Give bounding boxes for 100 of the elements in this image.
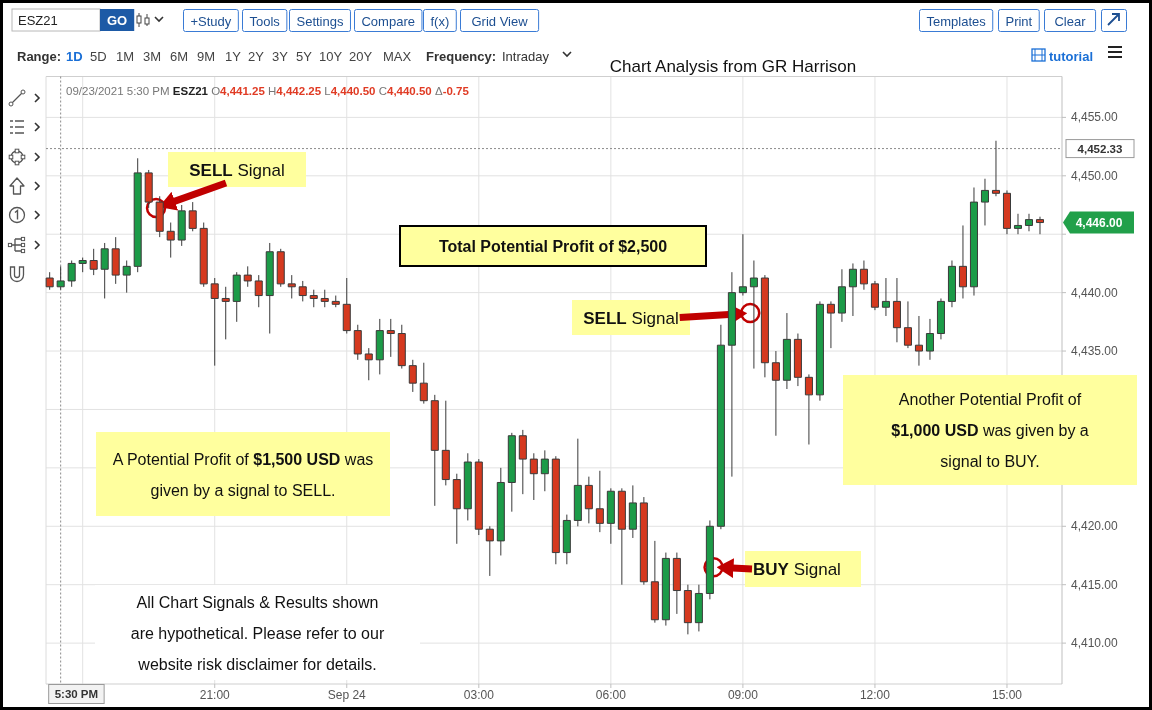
- candlestick: [540, 449, 549, 492]
- candlestick: [507, 432, 516, 513]
- button: Clear: [1044, 9, 1097, 32]
- candlestick: [331, 295, 340, 308]
- candlestick: [936, 297, 945, 340]
- candlestick: [793, 333, 802, 387]
- candlestick: [441, 400, 450, 486]
- button: Compare: [354, 9, 423, 32]
- text: 1Y: [225, 48, 242, 64]
- candlestick: [496, 467, 505, 556]
- candlestick: [485, 525, 494, 577]
- candlestick: [727, 271, 736, 478]
- candlestick: [760, 274, 769, 378]
- candlestick: [782, 312, 791, 390]
- candlestick: [518, 429, 527, 495]
- ref-line-label: 5:30 PM: [54, 688, 99, 700]
- text: A Potential Profit of $1,500 USD was given by a signal to SELL.: [112, 450, 374, 498]
- candlestick: [837, 268, 846, 323]
- candlestick: [826, 300, 835, 349]
- candlestick: [815, 300, 824, 402]
- candlestick: [265, 242, 274, 335]
- y-tick-label: 4,410.00: [1071, 636, 1119, 651]
- candlestick: [628, 484, 637, 539]
- candlestick: [430, 394, 439, 507]
- candlestick: [595, 470, 604, 533]
- candlestick: [529, 452, 538, 501]
- text: 09/23/2021 5:30 PM ESZ21 O4,441.25 H4,442.25 L4,440.50 C4,440.50 Δ-0.75: [66, 85, 469, 97]
- x-tick-label: 15:00: [991, 688, 1023, 702]
- candlestick: [287, 274, 296, 299]
- candlestick: [408, 359, 417, 393]
- y-tick-label: 4,435.00: [1071, 344, 1119, 359]
- candlestick: [419, 362, 428, 405]
- candlestick: [639, 496, 648, 586]
- candlestick: [386, 318, 395, 358]
- candlestick: [452, 473, 461, 545]
- x-tick-label: 03:00: [463, 688, 495, 702]
- text: 20Y: [349, 48, 373, 64]
- text: 3M: [143, 48, 162, 64]
- annotation: Total Potential Profit of $2,500: [438, 237, 668, 255]
- candlestick: [1002, 189, 1011, 235]
- candlestick: [991, 140, 1000, 197]
- candlestick: [672, 552, 681, 615]
- candlestick: [650, 540, 659, 624]
- candlestick: [56, 265, 65, 291]
- text: Another Potential Profit of $1,000 USD was given by a signal to BUY.: [891, 390, 1089, 470]
- text: 4,446.00: [1075, 215, 1123, 230]
- text: 9M: [197, 48, 216, 64]
- candlestick: [1013, 213, 1023, 235]
- button: Tools: [242, 9, 288, 32]
- x-tick-label: 12:00: [859, 688, 891, 702]
- button: Print: [998, 9, 1040, 32]
- chart-title: Chart Analysis from GR Harrison: [609, 56, 857, 76]
- text: tutorial: [1049, 48, 1094, 64]
- candlestick: [177, 204, 186, 247]
- candlestick: [980, 178, 989, 226]
- candlestick: [903, 300, 912, 349]
- text: 3Y: [272, 48, 289, 64]
- button: Settings: [289, 9, 351, 32]
- candlestick: [551, 455, 560, 565]
- candlestick: [474, 458, 483, 536]
- candlestick: [122, 260, 131, 294]
- text: Intraday: [502, 48, 550, 64]
- candlestick: [144, 169, 153, 209]
- candlestick: [397, 324, 406, 370]
- candlestick: [276, 248, 285, 288]
- candlestick: [1024, 213, 1034, 232]
- text: Frequency:: [426, 48, 497, 64]
- text: 10Y: [319, 48, 343, 64]
- candlestick: [716, 324, 725, 530]
- ref-line-label: 4,452.33: [1077, 142, 1123, 155]
- text: 6M: [170, 48, 189, 64]
- x-tick-label: Sep 24: [327, 688, 367, 702]
- candlestick: [364, 347, 373, 381]
- text: 2Y: [248, 48, 265, 64]
- candlestick: [320, 289, 329, 308]
- x-tick-label: 06:00: [595, 688, 627, 702]
- candlestick: [661, 552, 670, 627]
- annotation: BUY Signal: [753, 559, 841, 579]
- candlestick: [463, 452, 472, 521]
- candlestick: [298, 280, 307, 302]
- text: Range:: [17, 48, 62, 64]
- candlestick: [925, 318, 934, 361]
- candlestick: [133, 157, 142, 273]
- text: 5Y: [296, 48, 313, 64]
- candlestick: [166, 222, 175, 259]
- candlestick: [562, 514, 571, 565]
- candlestick: [309, 289, 318, 308]
- candlestick: [804, 373, 813, 445]
- candlestick: [254, 274, 263, 308]
- candlestick: [111, 236, 120, 285]
- candlestick: [683, 584, 692, 635]
- text: 1M: [116, 48, 135, 64]
- x-tick-label: 21:00: [199, 688, 231, 702]
- candlestick: [958, 224, 967, 299]
- button: +Study: [183, 9, 239, 32]
- button: GO: [100, 9, 135, 31]
- y-tick-label: 4,450.00: [1071, 168, 1119, 183]
- candlestick: [342, 277, 351, 335]
- candlestick: [375, 318, 384, 375]
- candlestick: [210, 277, 219, 367]
